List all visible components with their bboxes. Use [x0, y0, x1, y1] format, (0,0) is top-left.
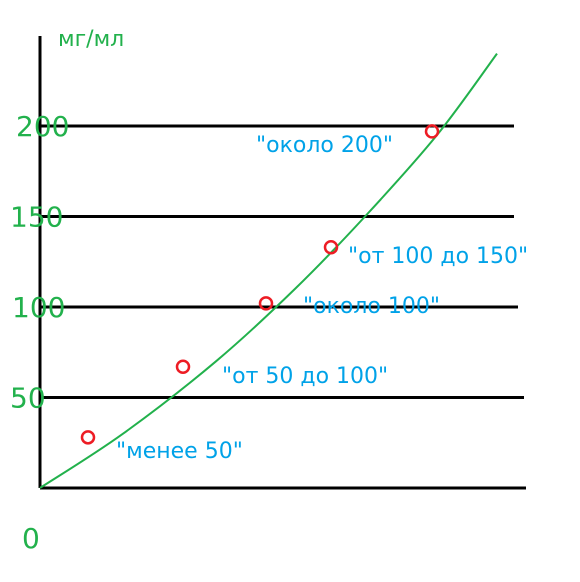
origin-label: 0	[22, 522, 40, 555]
y-tick-label-200: 200	[16, 110, 69, 143]
annotations-group: "менее 50" "от 50 до 100" "около 100" "от 1…	[116, 133, 528, 464]
marker-point-5	[424, 124, 440, 139]
marker-label-2: "от 50 до 100"	[222, 364, 388, 389]
y-tick-label-150: 150	[10, 201, 63, 234]
marker-point-4	[323, 240, 339, 255]
y-axis-unit-label: мг/мл	[58, 27, 124, 52]
y-tick-label-100: 100	[12, 291, 65, 324]
marker-point-3	[258, 296, 274, 311]
marker-point-2	[175, 359, 191, 374]
marker-point-1	[80, 430, 96, 445]
curve-group	[39, 53, 498, 489]
markers-group	[80, 124, 440, 445]
marker-label-5: "около 200"	[256, 133, 393, 158]
y-tick-label-50: 50	[10, 382, 46, 415]
marker-label-3: "около 100"	[303, 294, 440, 319]
marker-label-4: "от 100 до 150"	[348, 244, 528, 269]
marker-label-1: "менее 50"	[116, 439, 243, 464]
series-line	[39, 53, 498, 489]
y-tick-labels: 50 100 150 200	[10, 110, 69, 415]
